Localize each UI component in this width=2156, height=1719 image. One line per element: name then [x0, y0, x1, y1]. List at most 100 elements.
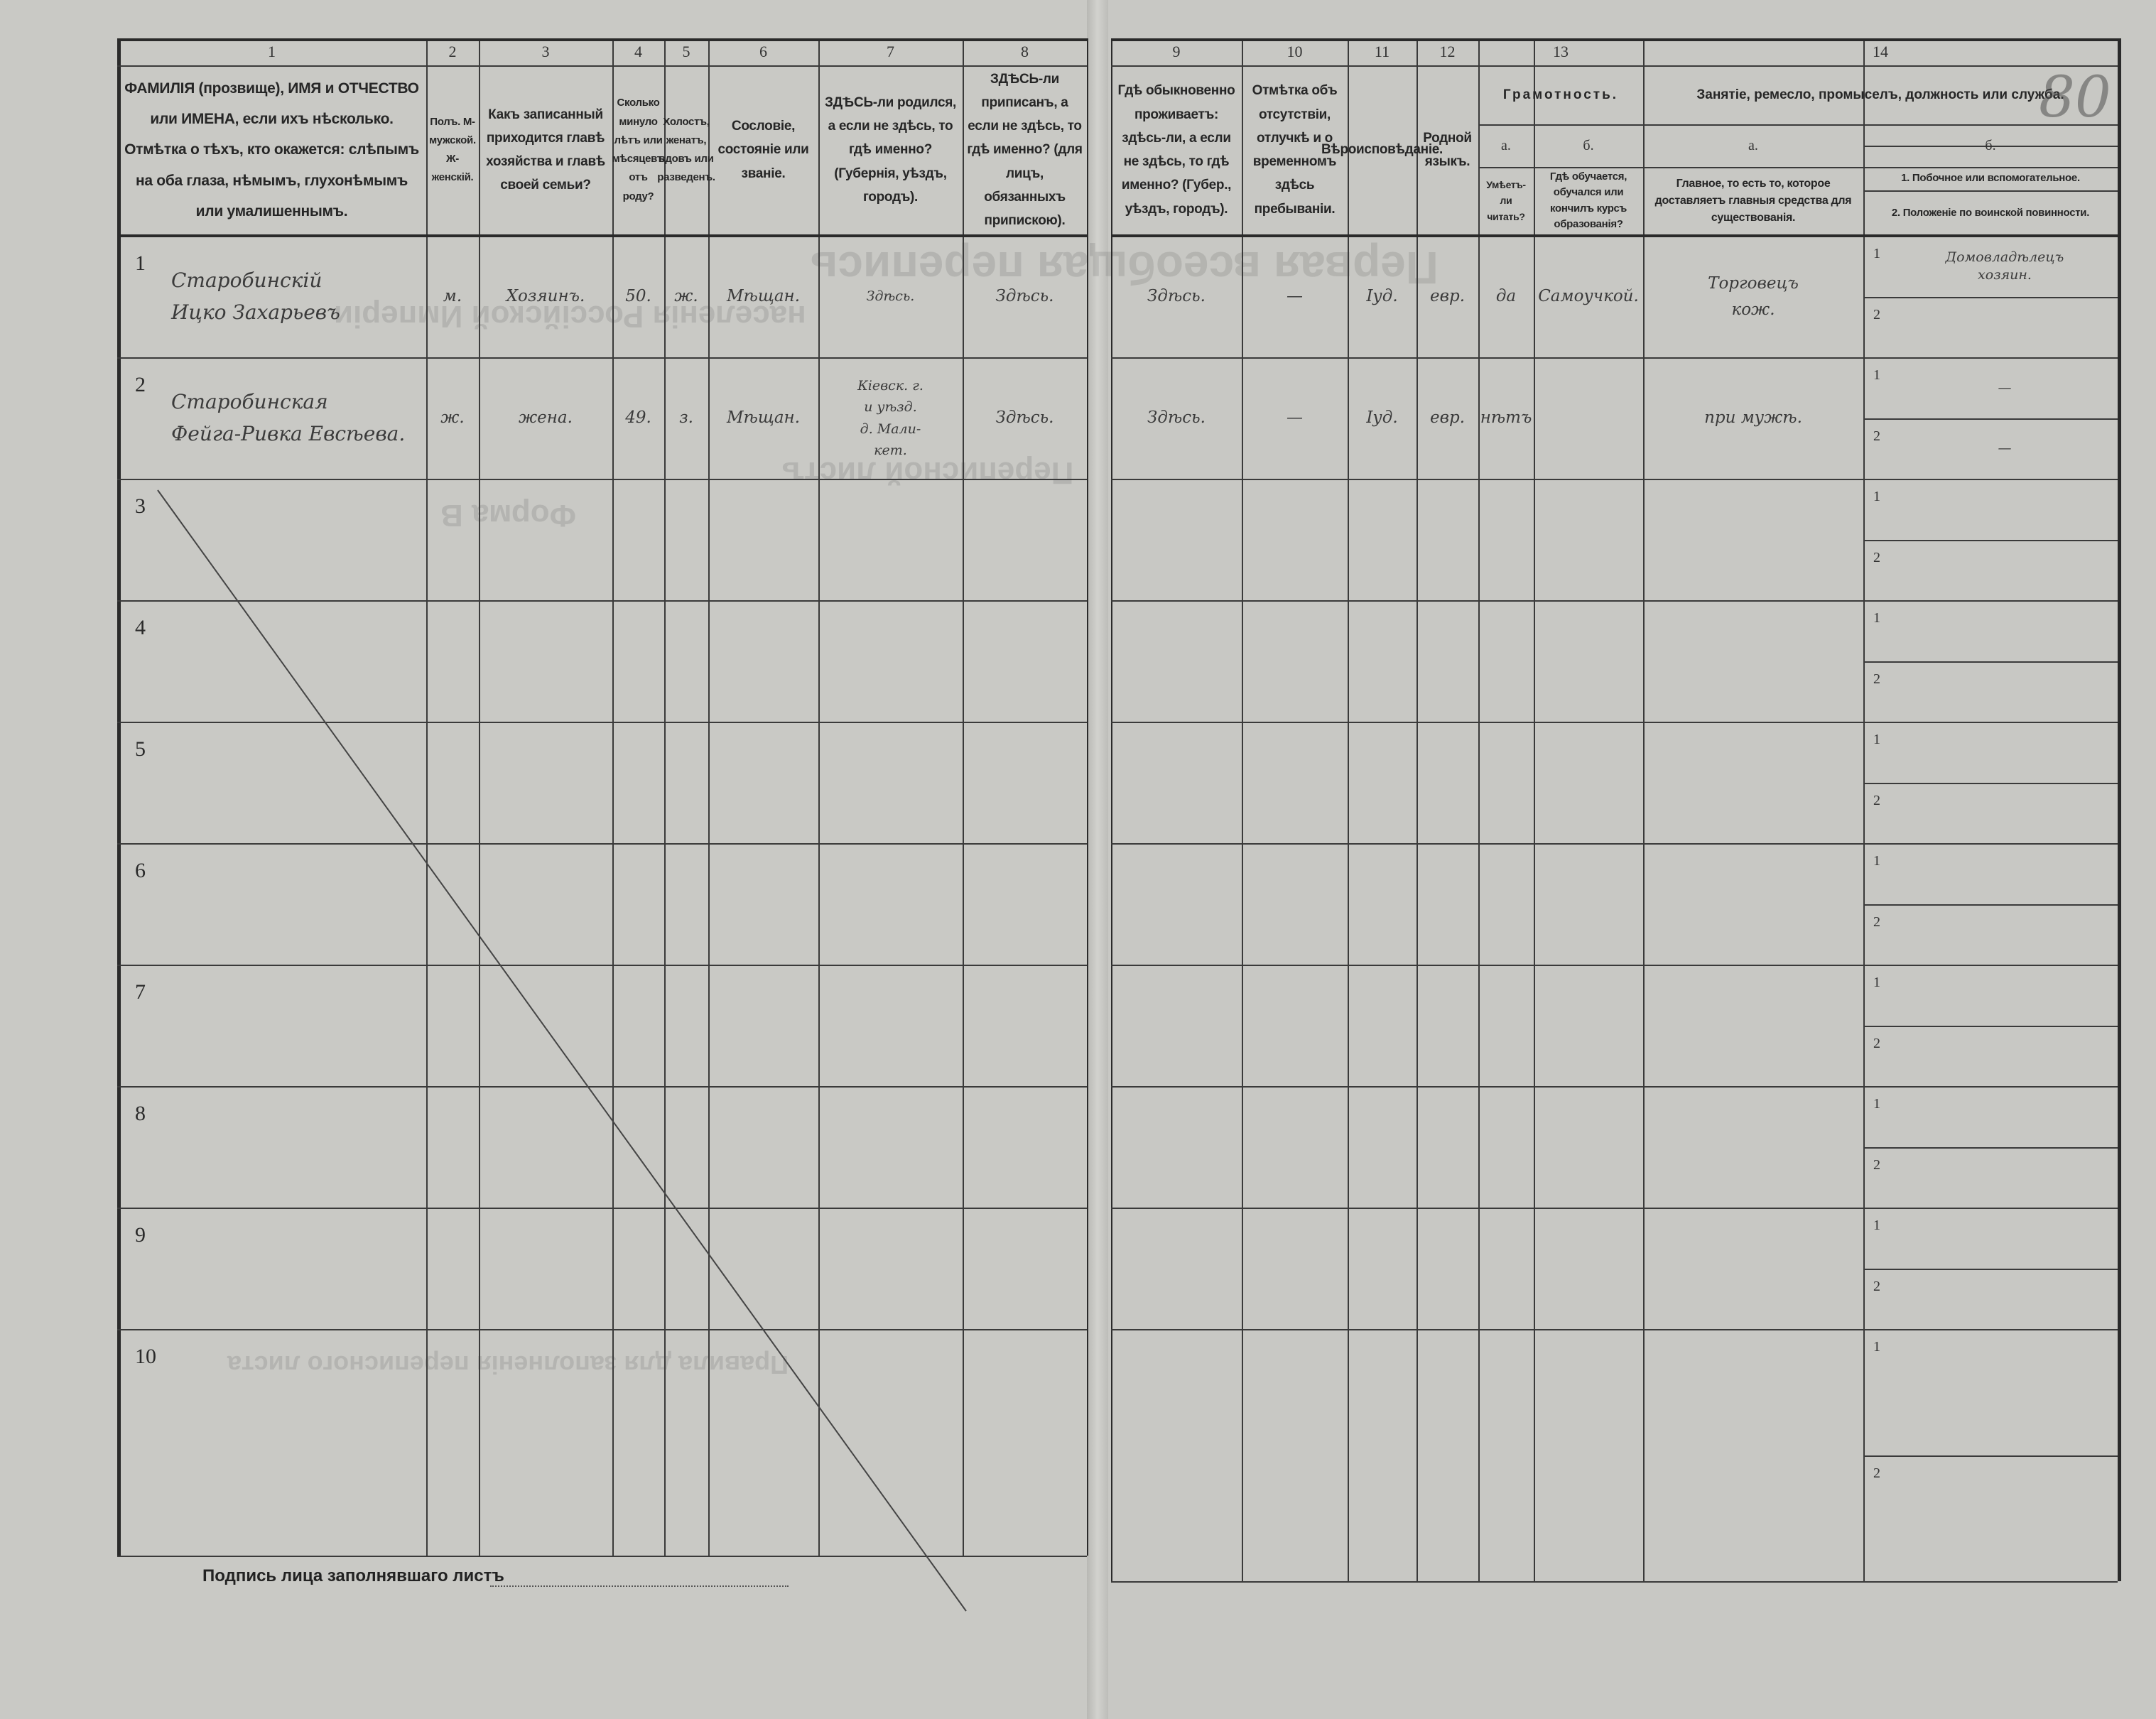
column-header-14b-1: 1. Побочное или вспомогательное. [1901, 172, 2080, 185]
subrow-label-2: 2 [1873, 671, 1880, 687]
column-divider [1863, 38, 1865, 1581]
cell-marital[interactable]: з. [679, 408, 693, 428]
cell-occupation[interactable]: при мужѣ. [1704, 408, 1802, 428]
column-number-6: 6 [759, 43, 767, 60]
subrow-label-1: 1 [1873, 975, 1880, 990]
row-divider [117, 1556, 1087, 1557]
subrow-label-1: 1 [1873, 1339, 1880, 1355]
cell-relation[interactable]: жена. [519, 408, 573, 428]
cell-sex[interactable]: м. [443, 287, 462, 306]
row-divider [117, 38, 1087, 41]
subrow-label-2: 2 [1873, 914, 1880, 930]
column-number-3: 3 [541, 43, 550, 60]
column-divider [426, 38, 428, 1556]
row-divider [1111, 1329, 2118, 1330]
column-number-2: 2 [448, 43, 457, 60]
column-divider [1348, 38, 1349, 1581]
cell-religion[interactable]: Іуд. [1366, 408, 1398, 428]
column-number-12: 12 [1439, 43, 1456, 60]
column-header-13b: Гдѣ обучается, обучался или кончилъ курс… [1549, 170, 1627, 231]
cell-side-occupation[interactable]: Домовладѣлецъ хозяин. [1945, 249, 2064, 283]
signature-line[interactable] [490, 1585, 789, 1587]
subrow-label-2: 2 [1873, 1279, 1880, 1294]
cell-reads[interactable]: да [1495, 287, 1517, 306]
cell-born[interactable]: Здѣсь. [866, 288, 915, 305]
cell-residence[interactable]: Здѣсь. [1147, 408, 1206, 428]
row-divider [1863, 1026, 2118, 1027]
diagonal-strike-line [157, 489, 967, 1612]
row-number: 5 [135, 737, 146, 761]
row-divider [117, 234, 1087, 237]
cell-side-occupation[interactable]: — [1998, 379, 2012, 396]
row-divider [1111, 1086, 2118, 1088]
cell-name[interactable]: Старобинскій Ицко Захарьевъ [171, 268, 340, 324]
cell-absence[interactable]: — [1286, 408, 1303, 428]
cell-registered[interactable]: Здѣсь. [995, 408, 1054, 428]
subcolumn-label-14b: б. [1985, 137, 1996, 153]
cell-sex[interactable]: ж. [440, 408, 465, 428]
row-divider [117, 722, 1087, 723]
column-header-1: ФАМИЛІЯ (прозвище), ИМЯ и ОТЧЕСТВО или И… [124, 80, 419, 219]
column-divider [708, 38, 710, 1556]
cell-born[interactable]: Кіевск. г. и уѣзд. д. Мали- кет. [857, 377, 923, 458]
column-header-13a: Умѣетъ-ли читать? [1486, 178, 1526, 222]
column-number-8: 8 [1021, 43, 1029, 60]
row-number: 8 [135, 1102, 146, 1125]
row-divider [1478, 167, 1643, 168]
cell-language[interactable]: евр. [1429, 408, 1466, 428]
column-header-6: Сословіе, состояніе или званіе. [717, 119, 809, 181]
row-divider [1863, 418, 2118, 420]
cell-reads[interactable]: нѣтъ [1480, 408, 1532, 428]
cell-residence[interactable]: Здѣсь. [1147, 287, 1206, 306]
row-divider [117, 1086, 1087, 1088]
column-number-13: 13 [1553, 43, 1569, 60]
cell-religion[interactable]: Іуд. [1366, 287, 1398, 306]
cell-age[interactable]: 50. [625, 287, 651, 306]
row-divider [1111, 965, 2118, 966]
subrow-label-2: 2 [1873, 793, 1880, 808]
column-divider [818, 38, 820, 1556]
subrow-label-1: 1 [1873, 367, 1880, 383]
row-number: 3 [135, 494, 146, 518]
cell-estate[interactable]: Мѣщан. [726, 408, 801, 428]
row-divider [117, 843, 1087, 845]
subrow-label-2: 2 [1873, 1157, 1880, 1173]
cell-relation[interactable]: Хозяинъ. [506, 287, 585, 306]
cell-language[interactable]: евр. [1429, 287, 1466, 306]
column-header-3: Какъ записанный приходится главѣ хозяйст… [486, 107, 605, 193]
column-divider [963, 38, 964, 1556]
cell-age[interactable]: 49. [625, 408, 651, 428]
row-divider [1111, 1208, 2118, 1209]
cell-marital[interactable]: ж. [674, 287, 698, 306]
row-divider [117, 600, 1087, 602]
column-header-11: Вѣроисповѣданіе. [1321, 142, 1443, 158]
cell-registered[interactable]: Здѣсь. [995, 287, 1054, 306]
cell-education[interactable]: Самоучкой. [1538, 287, 1639, 306]
column-header-12: Родной языкъ. [1423, 130, 1472, 169]
column-header-10: Отмѣтка объ отсутствіи, отлучкѣ и о врем… [1252, 83, 1338, 217]
column-divider [1534, 38, 1535, 1581]
cell-estate[interactable]: Мѣщан. [726, 287, 801, 306]
row-divider [117, 65, 1087, 67]
row-divider [1863, 297, 2118, 298]
column-number-14: 14 [1873, 43, 1888, 60]
row-divider [1111, 65, 2118, 67]
row-number: 10 [135, 1345, 156, 1368]
subrow-label-1: 1 [1873, 1096, 1880, 1112]
cell-military-status[interactable]: — [1998, 440, 2012, 457]
left-page [0, 0, 1090, 1719]
column-header-14b-2: 2. Положеніе по воинской повинности. [1891, 206, 2090, 219]
column-number-10: 10 [1286, 43, 1303, 60]
cell-absence[interactable]: — [1286, 287, 1303, 306]
row-number: 9 [135, 1223, 146, 1247]
row-divider [117, 479, 1087, 480]
row-divider [117, 1329, 1087, 1330]
cell-occupation[interactable]: Торговецъ кож. [1708, 273, 1799, 319]
column-divider [1087, 38, 1088, 1556]
row-divider [117, 1208, 1087, 1209]
row-divider [1111, 722, 2118, 723]
cell-name[interactable]: Старобинская Фейга-Ривка Евсѣева. [171, 389, 406, 445]
column-header-7: ЗДѢСЬ-ли родился, а если не здѣсь, то гд… [824, 94, 957, 205]
row-number: 7 [135, 980, 146, 1004]
